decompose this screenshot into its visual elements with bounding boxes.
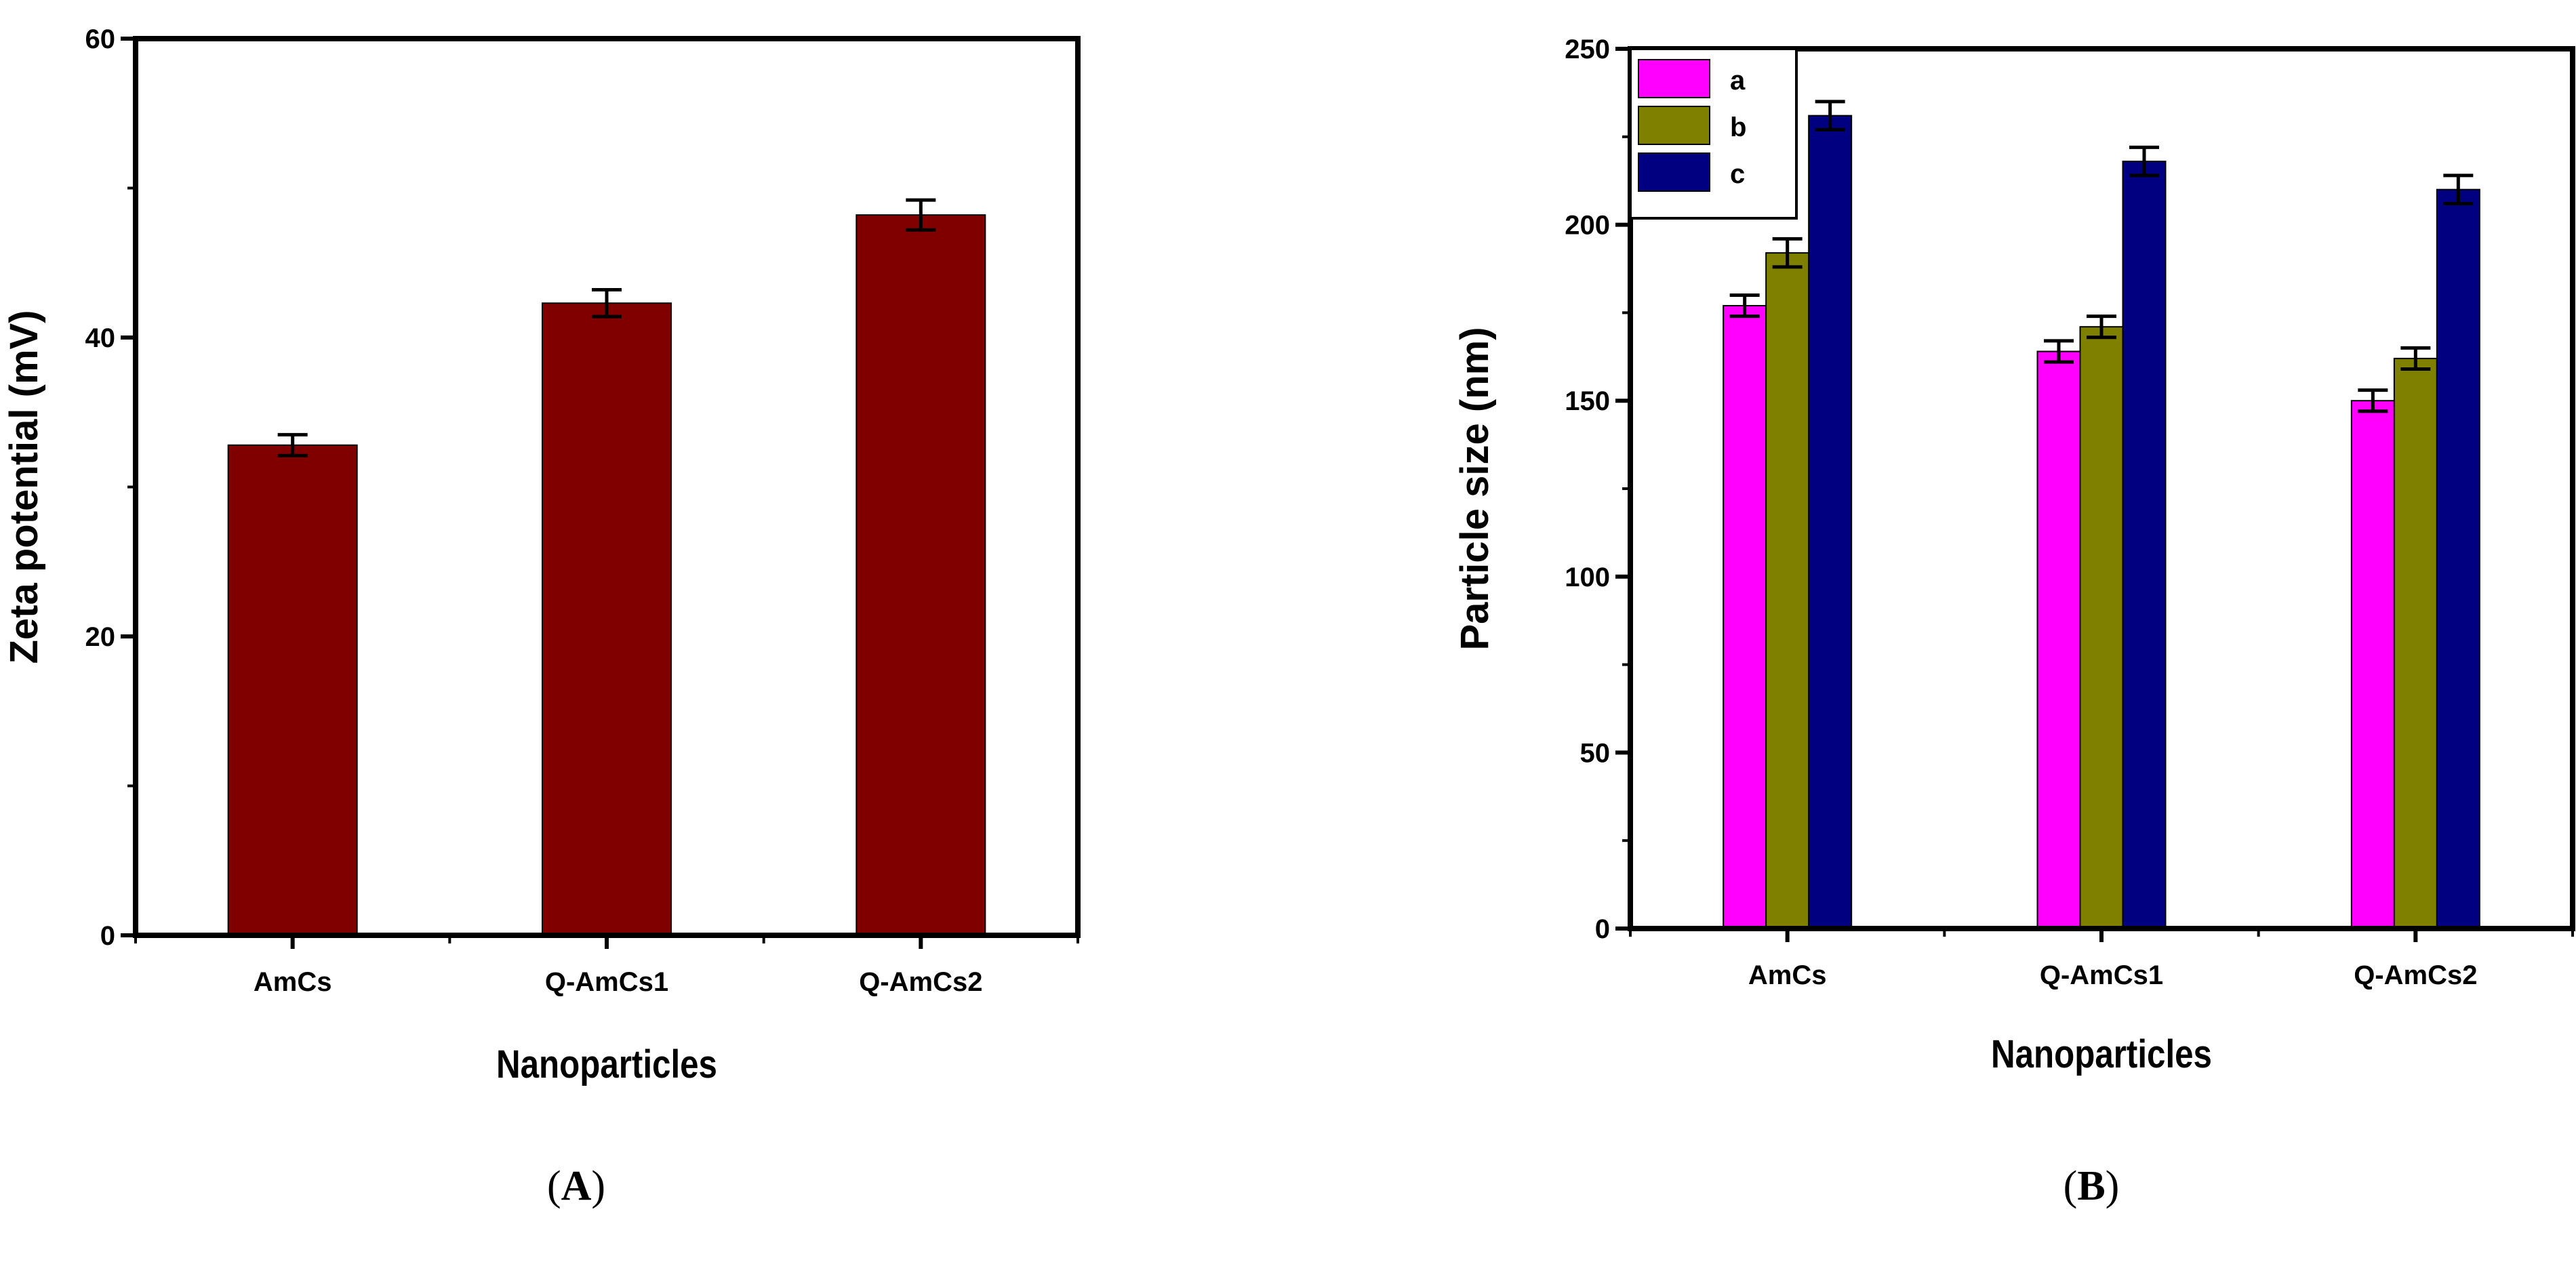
panel-label-part: (	[547, 1163, 561, 1209]
bar	[1808, 115, 1853, 930]
bar	[1723, 305, 1767, 929]
y-tick-label: 150	[1565, 386, 1610, 416]
x-axis-title: Nanoparticles	[1991, 1032, 2212, 1076]
legend-swatch	[1638, 59, 1710, 98]
panel-label: (B)	[2064, 1163, 2120, 1209]
bar	[2036, 350, 2081, 929]
y-tick-label: 200	[1565, 211, 1610, 241]
x-tick-label: Q-AmCs1	[545, 967, 668, 997]
y-tick-label: 60	[85, 24, 116, 54]
x-tick-label: Q-AmCs2	[859, 967, 982, 997]
legend-label: b	[1730, 113, 1746, 142]
panel-label-part: )	[2106, 1163, 2120, 1209]
legend-label: c	[1730, 159, 1745, 189]
panel-label-part: (	[2064, 1163, 2078, 1209]
y-tick-label: 0	[100, 921, 115, 951]
legend-label: a	[1730, 66, 1746, 96]
panel-label-part: A	[561, 1163, 592, 1209]
y-axis-title: Zeta potential (mV)	[2, 310, 46, 664]
y-axis-title: Particle size (nm)	[1453, 327, 1497, 650]
y-tick-label: 20	[85, 622, 116, 652]
legend-swatch	[1638, 106, 1710, 145]
x-axis-title: Nanoparticles	[496, 1042, 717, 1086]
y-tick-label: 50	[1580, 738, 1611, 768]
x-tick-label: AmCs	[1748, 960, 1827, 990]
bar	[2122, 161, 2167, 929]
bar	[856, 214, 986, 937]
panel-label: (A)	[547, 1163, 605, 1209]
bar	[2393, 357, 2438, 929]
chart-particle-size: 0 50 100 150 200 250 AmCs Q-AmCs1 Q-AmCs2 Particl…	[1453, 35, 2575, 1209]
bar	[542, 302, 672, 937]
panel-label-part: )	[591, 1163, 605, 1209]
bar	[2350, 400, 2395, 929]
bar	[227, 444, 358, 936]
chart-zeta-potential: 0 20 40 60 AmCs Q-AmCs1 Q-AmCs2 Zeta potential …	[2, 24, 1081, 1209]
y-tick-label: 0	[1595, 914, 1610, 944]
y-tick-label: 100	[1565, 563, 1610, 592]
bar	[1765, 252, 1810, 929]
panel-label-part: B	[2077, 1163, 2105, 1209]
legend-swatch	[1638, 152, 1710, 192]
x-tick-label: AmCs	[254, 967, 332, 997]
y-tick-label: 250	[1565, 35, 1610, 64]
y-tick-label: 40	[85, 323, 116, 353]
x-tick-label: Q-AmCs1	[2040, 960, 2163, 990]
x-tick-label: Q-AmCs2	[2354, 960, 2477, 990]
bar	[2436, 188, 2480, 929]
bar	[2079, 326, 2124, 929]
